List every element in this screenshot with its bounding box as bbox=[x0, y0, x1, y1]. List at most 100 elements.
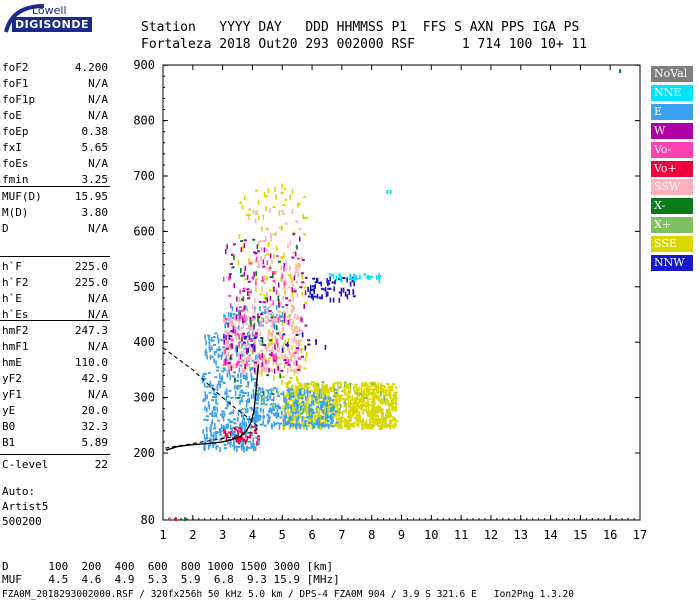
echo-point bbox=[243, 375, 247, 378]
echo-point bbox=[216, 369, 220, 372]
echo-point bbox=[294, 399, 297, 405]
echo-point bbox=[241, 369, 244, 375]
echo-point bbox=[325, 412, 327, 418]
echo-point bbox=[279, 373, 281, 379]
echo-point bbox=[225, 396, 228, 402]
echo-point bbox=[246, 418, 250, 421]
echo-point bbox=[277, 310, 281, 313]
echo-point bbox=[238, 306, 242, 309]
echo-point bbox=[258, 215, 260, 221]
echo-point bbox=[241, 425, 243, 431]
echo-point bbox=[274, 344, 276, 350]
echo-point bbox=[242, 362, 246, 365]
echo-point bbox=[305, 395, 307, 401]
echo-point bbox=[241, 332, 245, 335]
echo-point bbox=[386, 189, 389, 194]
echo-point bbox=[378, 273, 381, 279]
echo-point bbox=[265, 359, 268, 365]
echo-point bbox=[227, 345, 231, 348]
echo-point bbox=[244, 364, 246, 370]
echo-point bbox=[260, 365, 263, 371]
echo-point bbox=[291, 331, 295, 334]
echo-point bbox=[319, 424, 323, 427]
echo-point bbox=[227, 401, 229, 407]
echo-point bbox=[361, 405, 365, 408]
echo-point bbox=[237, 411, 240, 417]
echo-point bbox=[261, 387, 264, 393]
echo-point bbox=[283, 317, 286, 323]
echo-point bbox=[214, 430, 218, 433]
echo-point bbox=[307, 339, 311, 342]
echo-point bbox=[245, 376, 249, 379]
echo-point bbox=[243, 439, 247, 442]
echo-point bbox=[272, 318, 276, 321]
echo-point bbox=[302, 407, 305, 413]
echo-point bbox=[183, 517, 186, 522]
echo-point bbox=[370, 391, 374, 394]
echo-point bbox=[377, 385, 380, 391]
echo-point bbox=[226, 358, 230, 361]
echo-point bbox=[304, 276, 308, 279]
echo-point bbox=[259, 240, 263, 243]
echo-point bbox=[242, 373, 245, 379]
echo-point bbox=[288, 416, 292, 419]
echo-point bbox=[282, 424, 286, 427]
echo-point bbox=[204, 445, 206, 451]
echo-point bbox=[298, 326, 301, 332]
echo-point bbox=[251, 368, 255, 371]
echo-point bbox=[219, 377, 223, 380]
echo-point bbox=[271, 271, 275, 274]
echo-point bbox=[238, 335, 240, 341]
echo-point bbox=[362, 409, 364, 415]
echo-point bbox=[266, 308, 269, 314]
echo-point bbox=[233, 377, 236, 383]
echo-point bbox=[234, 363, 237, 369]
echo-point bbox=[344, 393, 348, 396]
echo-point bbox=[290, 418, 293, 424]
echo-point bbox=[329, 405, 333, 408]
echo-point bbox=[266, 374, 270, 377]
echo-point bbox=[203, 434, 206, 440]
echo-point bbox=[265, 249, 269, 252]
echo-point bbox=[370, 392, 374, 395]
echo-point bbox=[381, 414, 383, 420]
echo-point bbox=[311, 420, 313, 426]
echo-point bbox=[300, 329, 304, 332]
echo-point bbox=[271, 259, 273, 265]
echo-point bbox=[278, 363, 282, 366]
echo-point bbox=[303, 382, 306, 388]
echo-point bbox=[362, 403, 366, 406]
echo-point bbox=[334, 413, 338, 416]
echo-point bbox=[297, 202, 299, 208]
echo-point bbox=[262, 317, 265, 323]
echo-point bbox=[266, 360, 269, 366]
echo-point bbox=[387, 408, 389, 414]
echo-point bbox=[281, 212, 285, 215]
echo-point bbox=[219, 447, 221, 453]
echo-point bbox=[323, 424, 327, 427]
param-row: M(D) 3.80 bbox=[2, 205, 108, 221]
echo-point bbox=[371, 412, 375, 415]
echo-point bbox=[258, 300, 262, 303]
echo-point bbox=[360, 393, 363, 399]
echo-point bbox=[289, 394, 291, 400]
echo-point bbox=[374, 384, 376, 390]
echo-point bbox=[225, 369, 229, 372]
echo-point bbox=[305, 411, 308, 417]
echo-point bbox=[209, 437, 211, 443]
echo-point bbox=[345, 419, 348, 425]
echo-point bbox=[295, 423, 299, 426]
echo-point bbox=[224, 249, 227, 255]
echo-point bbox=[227, 317, 230, 323]
echo-point bbox=[244, 278, 248, 281]
echo-point bbox=[269, 339, 273, 342]
echo-point bbox=[269, 353, 273, 356]
param-name: yE bbox=[2, 404, 16, 417]
echo-point bbox=[333, 388, 337, 391]
echo-point bbox=[233, 428, 237, 431]
echo-point bbox=[296, 390, 298, 396]
param-name: hmE bbox=[2, 356, 22, 369]
echo-point bbox=[223, 313, 225, 319]
echo-point bbox=[312, 399, 315, 405]
echo-point bbox=[378, 278, 381, 284]
